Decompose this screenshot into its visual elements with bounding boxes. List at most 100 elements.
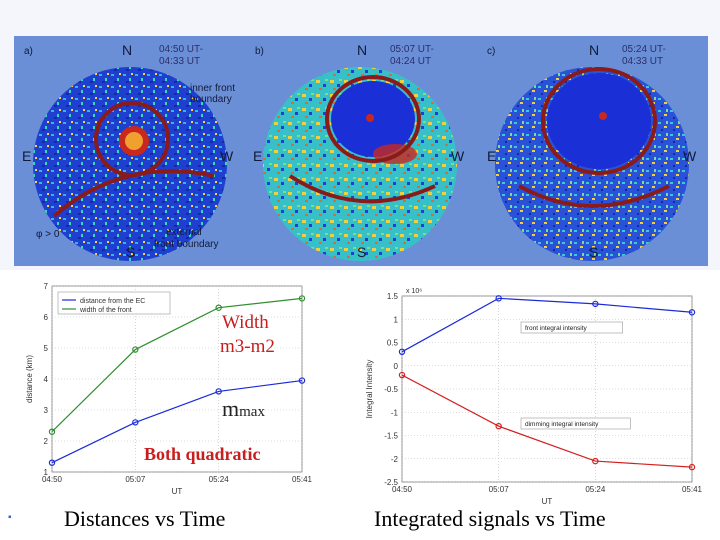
y-tick-label: 2 [44,437,49,446]
data-point [592,300,599,308]
y-tick-label: -0.5 [384,385,398,394]
panel-b-disk [263,67,457,261]
legend-label: distance from the EC [80,298,145,305]
data-point [298,377,306,384]
series-label-box [520,321,623,334]
data-point [398,348,406,356]
data-point [688,463,696,471]
x-tick-label: 05:41 [682,485,702,494]
plot-area [51,285,303,473]
caption-distances: Distances vs Time [64,506,226,531]
series-label: dimming integral intensity [525,421,599,428]
x-tick-label: 05:07 [125,475,146,484]
panel-b: b) N 05:07 UT- 04:24 UT E W S [245,36,476,266]
x-tick-label: 04:50 [42,475,63,484]
panel-c-south: S [589,244,599,260]
x-tick-label: 05:41 [292,475,313,484]
panel-a-letter: a) [24,46,33,57]
panel-c: c) N 05:24 UT- 04:33 UT E W S [477,36,708,266]
y-tick-label: 4 [44,375,49,384]
annotation-m3-m2: m3-m2 [220,336,275,357]
panel-a-disk [33,67,227,261]
slide-marker: ▪ [8,512,12,523]
panel-b-south: S [357,244,367,260]
panel-c-north: N [589,42,600,58]
panel-c-time1: 05:24 UT- [622,44,666,55]
data-point [132,346,139,353]
panel-a-ext-label-1: external [166,227,202,238]
data-point [398,371,406,379]
panel-a-ext-label-2: front boundary [154,239,219,250]
y-tick-label: -1 [391,408,399,417]
x-axis-label: UT [172,487,183,496]
y-tick-label: 1.5 [387,292,399,301]
annotation-width: Width [222,312,269,333]
panel-b-west: W [451,148,465,164]
y-tick-label: 1 [394,315,399,324]
annotation-mmax-main: m [222,396,240,421]
data-point [298,295,306,302]
data-point [48,459,56,466]
panel-c-letter: c) [487,46,496,57]
panel-a-east: E [22,148,32,164]
panel-b-north: N [357,42,368,58]
series-line-1 [401,374,693,468]
panel-a-inner-label-1: inner front [190,83,236,94]
data-point [215,388,222,395]
series-line-0 [51,379,303,464]
panel-c-west: W [683,148,697,164]
series-line-1 [51,297,303,433]
distance-chart: 04:50 05:07 05:24 05:41 1 2 3 4 5 6 7 UT distance (k… [20,282,330,502]
x-tick-label: 05:24 [585,485,606,494]
y-tick-label: 1 [44,468,49,477]
y-tick-label: -1.5 [384,432,398,441]
panel-b-time2: 04:24 UT [390,56,432,67]
y-axis-label: Integral Intensity [365,360,374,419]
data-point [132,419,139,426]
panel-c-time2: 04:33 UT [622,56,664,67]
panel-a-north: N [122,42,133,58]
y-tick-label: 3 [44,406,49,415]
panel-c-disk [495,67,689,261]
data-point [495,422,502,430]
y-axis-label: distance (km) [25,355,34,403]
series-label-box [520,417,631,430]
legend-label: width of the front [79,307,132,314]
legend-box [57,291,171,315]
caption-integrated: Integrated signals vs Time [374,506,606,531]
panel-c-east: E [487,148,497,164]
panel-a-inner-label-2: boundary [190,94,232,105]
x-tick-label: 04:50 [392,485,413,494]
y-tick-label: -2.5 [384,478,398,487]
data-point [48,428,56,435]
data-point [215,304,222,311]
intensity-chart-svg: 04:50 05:07 05:24 05:41 1.5 1 0.5 0 -0.5 -1 -1.5 -2… [365,288,703,506]
data-point [688,309,696,316]
y-tick-label: 0 [394,362,399,371]
distance-chart-svg: 04:50 05:07 05:24 05:41 1 2 3 4 5 6 7 UT distance (k… [25,282,313,496]
y-tick-label: 0.5 [387,339,399,348]
y-tick-label: 7 [44,282,49,291]
panel-a-phi-label: φ > 0 [36,229,60,240]
x-axis-label: UT [542,497,553,506]
x-tick-label: 05:07 [489,485,510,494]
panel-a-west: W [220,148,234,164]
y-tick-label: -2 [391,455,399,464]
series-line-0 [401,297,693,353]
panel-b-east: E [253,148,263,164]
annotation-mmax: mmax [222,396,265,422]
y-tick-label: 5 [44,344,49,353]
y-tick-label: 6 [44,313,49,322]
data-point [495,295,502,302]
panel-b-letter: b) [255,46,264,57]
annotation-mmax-sub: max [239,404,265,420]
data-point [592,457,599,465]
y-scale-exponent: x 10⁶ [406,288,422,295]
panel-a: a) N 04:50 UT- 04:33 UT inner front boun… [14,36,245,266]
panel-a-time2: 04:33 UT [159,56,201,67]
panel-b-time1: 05:07 UT- [390,44,434,55]
series-label: front integral intensity [525,325,588,332]
x-tick-label: 05:24 [209,475,230,484]
intensity-chart: 04:50 05:07 05:24 05:41 1.5 1 0.5 0 -0.5 -1 -1.5 -2… [346,282,703,507]
annotation-both-quadratic: Both quadratic [144,444,261,464]
